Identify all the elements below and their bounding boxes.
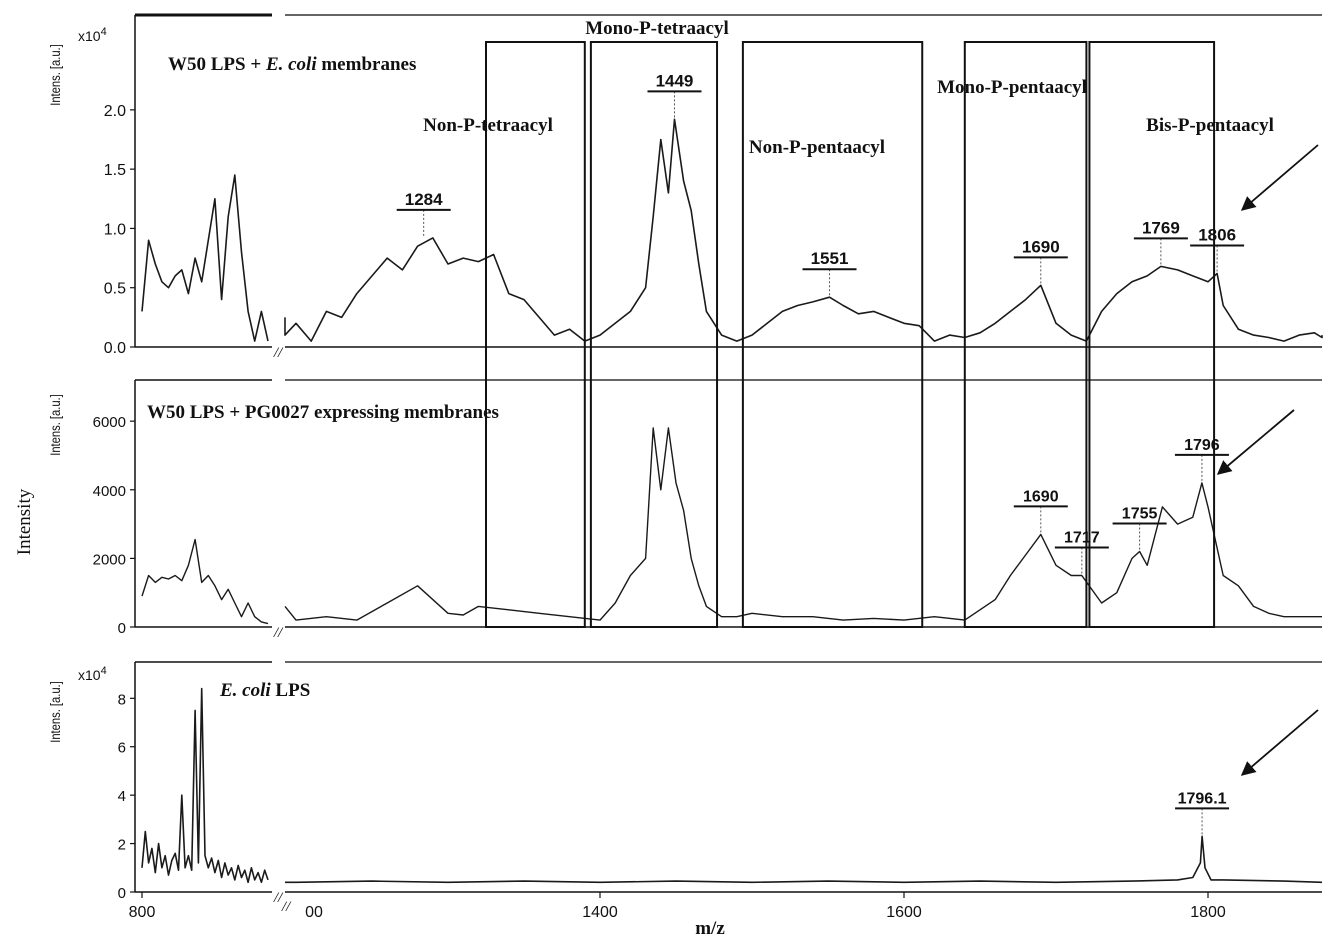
peak-label: 1796.1 (1178, 790, 1227, 807)
x-tick-label: 1800 (1190, 904, 1226, 921)
arrow-marker (1216, 409, 1295, 475)
spectrum-left-trace (141, 174, 269, 342)
peak-label: 1769 (1142, 218, 1180, 237)
title-text-end: membranes (317, 54, 417, 75)
scale-exponent: 4 (101, 26, 107, 38)
region-label: Non-P-pentaacyl (749, 137, 885, 158)
peak-label: 1551 (811, 249, 849, 268)
spectrum-right-trace (284, 118, 1323, 342)
panel-1: // 0.0 0.5 1.0 1.5 2.0 Intens. [a.u.] x104 W50 L… (48, 13, 1323, 361)
x-tick-label: 800 (129, 904, 156, 921)
peak-label: 1449 (656, 71, 694, 90)
y-tick-label: 0 (118, 620, 126, 637)
panel-y-label: Intens. [a.u.] (48, 44, 63, 106)
region-box (1088, 41, 1216, 628)
peak-label: 1796 (1184, 437, 1220, 454)
panel-title: W50 LPS + E. coli membranes (168, 54, 416, 75)
peak-label: 1755 (1122, 506, 1158, 523)
peak-label: 1690 (1023, 488, 1059, 505)
axis-break-mark: // (273, 625, 284, 641)
axis-break-mark: // (273, 345, 284, 361)
x-tick-label: 00 (305, 904, 323, 921)
y-tick-label: 2.0 (104, 103, 126, 120)
panel-y-label: Intens. [a.u.] (48, 681, 63, 743)
scale-label: x104 (78, 665, 107, 683)
region-label: Non-P-tetraacyl (423, 115, 553, 136)
y-tick-label: 4 (118, 788, 126, 805)
peak-label: 1717 (1064, 530, 1100, 547)
spectrum-right-trace (284, 427, 1322, 621)
region-box (741, 41, 924, 628)
scale-exponent: 4 (101, 665, 107, 677)
region-label: Mono-P-pentaacyl (937, 77, 1087, 98)
spectrum-right-trace (285, 835, 1323, 884)
x-axis-label: m/z (695, 918, 725, 938)
region-boxes (485, 41, 1216, 628)
x-axis-ticks: 800 00 1400 1600 1800 // (129, 892, 1226, 921)
x-tick-label: 1600 (886, 904, 922, 921)
y-tick-label: 0 (118, 885, 126, 902)
title-text: W50 LPS + (168, 54, 266, 75)
y-tick-label: 2 (118, 837, 126, 854)
title-italic: E. coli (219, 680, 271, 701)
panel-y-label: Intens. [a.u.] (48, 394, 63, 456)
arrow-marker (1240, 709, 1319, 776)
spectrum-left-trace (141, 538, 269, 625)
y-tick-label: 0.0 (104, 340, 126, 357)
panel-2: // 0 2000 4000 6000 Intens. [a.u.] W50 LPS + P… (48, 379, 1322, 641)
peak-label: 1284 (405, 190, 443, 209)
title-text: W50 LPS + PG0027 expressing membranes (147, 402, 499, 423)
region-label: Bis-P-pentaacyl (1146, 115, 1274, 136)
region-box (589, 41, 719, 628)
scale-base: x10 (78, 667, 101, 683)
region-box (963, 41, 1088, 628)
axis-break-mark-bottom: // (281, 899, 292, 915)
x-tick-label: 1400 (582, 904, 618, 921)
panel-title: W50 LPS + PG0027 expressing membranes (147, 402, 499, 423)
y-tick-label: 2000 (93, 551, 126, 568)
panel-title: E. coli LPS (219, 680, 310, 701)
spectrum-left-trace (141, 687, 269, 884)
peak-label: 1690 (1022, 237, 1060, 256)
y-tick-label: 1.5 (104, 162, 126, 179)
title-italic: E. coli (265, 54, 317, 75)
y-axis-label: Intensity (14, 488, 35, 555)
axis-break-mark: // (273, 890, 284, 906)
scale-label: x104 (78, 26, 107, 44)
scale-base: x10 (78, 28, 101, 44)
y-tick-label: 4000 (93, 483, 126, 500)
region-box (485, 41, 586, 628)
title-text-end: LPS (271, 680, 311, 701)
region-labels: Non-P-tetraacyl Mono-P-tetraacyl Non-P-pen… (423, 18, 1274, 158)
y-tick-label: 6 (118, 740, 126, 757)
peak-label: 1806 (1198, 225, 1236, 244)
region-label: Mono-P-tetraacyl (585, 18, 729, 39)
y-tick-label: 1.0 (104, 221, 126, 238)
y-tick-label: 6000 (93, 414, 126, 431)
y-tick-label: 8 (118, 691, 126, 708)
arrow-markers (1216, 144, 1319, 776)
arrow-marker (1240, 144, 1319, 211)
y-tick-label: 0.5 (104, 281, 126, 298)
